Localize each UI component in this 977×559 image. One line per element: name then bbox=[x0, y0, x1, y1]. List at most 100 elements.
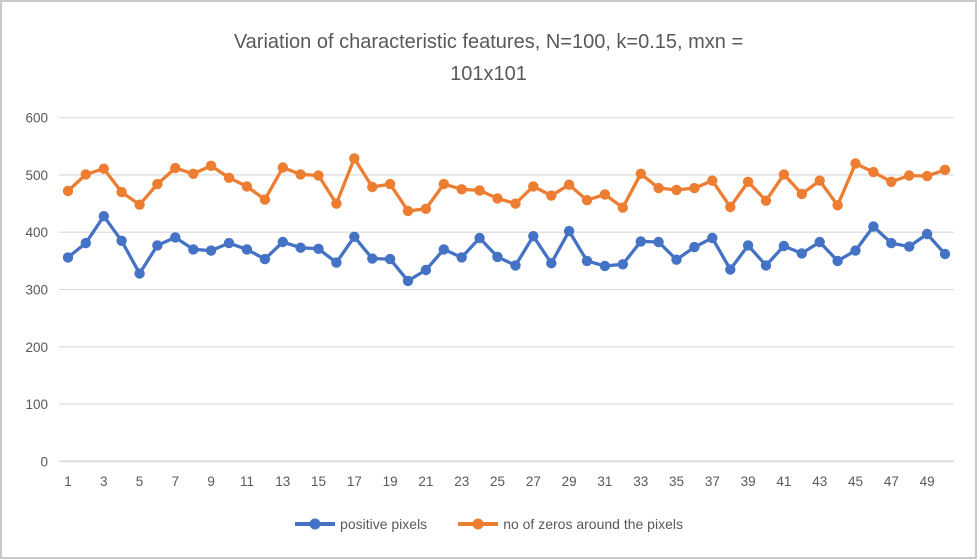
data-point-marker-positive-pixels[interactable] bbox=[313, 243, 324, 254]
data-point-marker-positive-pixels[interactable] bbox=[563, 225, 575, 237]
data-point-marker-positive-pixels[interactable] bbox=[939, 248, 951, 260]
data-point-marker-positive-pixels[interactable] bbox=[528, 231, 539, 242]
data-point-marker-no-of-zeros-around-the-pixels[interactable] bbox=[725, 201, 736, 213]
data-point-marker-no-of-zeros-around-the-pixels[interactable] bbox=[295, 169, 306, 180]
data-point-marker-positive-pixels[interactable] bbox=[80, 237, 92, 249]
data-point-marker-no-of-zeros-around-the-pixels[interactable] bbox=[635, 168, 646, 179]
data-point-marker-no-of-zeros-around-the-pixels[interactable] bbox=[241, 181, 253, 192]
data-point-marker-no-of-zeros-around-the-pixels[interactable] bbox=[581, 195, 593, 206]
data-point-marker-no-of-zeros-around-the-pixels[interactable] bbox=[546, 190, 557, 201]
data-point-marker-no-of-zeros-around-the-pixels[interactable] bbox=[868, 166, 879, 178]
data-point-marker-no-of-zeros-around-the-pixels[interactable] bbox=[98, 163, 110, 174]
data-point-marker-no-of-zeros-around-the-pixels[interactable] bbox=[850, 158, 861, 169]
data-point-marker-no-of-zeros-around-the-pixels[interactable] bbox=[474, 185, 485, 196]
data-point-marker-no-of-zeros-around-the-pixels[interactable] bbox=[939, 164, 951, 175]
data-point-marker-positive-pixels[interactable] bbox=[205, 245, 217, 256]
data-point-marker-positive-pixels[interactable] bbox=[367, 253, 378, 264]
series-line-no-of-zeros-around-the-pixels[interactable] bbox=[66, 156, 947, 213]
data-point-marker-no-of-zeros-around-the-pixels[interactable] bbox=[205, 160, 217, 171]
data-point-marker-positive-pixels[interactable] bbox=[62, 252, 74, 263]
data-point-marker-positive-pixels[interactable] bbox=[599, 260, 611, 272]
data-point-marker-no-of-zeros-around-the-pixels[interactable] bbox=[886, 176, 897, 187]
data-point-marker-positive-pixels[interactable] bbox=[188, 244, 199, 255]
data-point-marker-positive-pixels[interactable] bbox=[456, 252, 467, 263]
data-point-marker-no-of-zeros-around-the-pixels[interactable] bbox=[528, 181, 539, 192]
data-point-marker-no-of-zeros-around-the-pixels[interactable] bbox=[904, 170, 915, 181]
data-point-marker-no-of-zeros-around-the-pixels[interactable] bbox=[367, 181, 378, 193]
data-point-marker-positive-pixels[interactable] bbox=[116, 235, 127, 246]
data-point-marker-positive-pixels[interactable] bbox=[760, 260, 772, 271]
data-point-marker-no-of-zeros-around-the-pixels[interactable] bbox=[188, 168, 199, 179]
data-point-marker-positive-pixels[interactable] bbox=[796, 248, 807, 259]
data-point-marker-positive-pixels[interactable] bbox=[492, 251, 503, 263]
data-point-marker-positive-pixels[interactable] bbox=[170, 232, 181, 243]
data-point-marker-positive-pixels[interactable] bbox=[295, 242, 306, 253]
data-point-marker-no-of-zeros-around-the-pixels[interactable] bbox=[438, 178, 449, 190]
data-point-marker-positive-pixels[interactable] bbox=[438, 244, 449, 255]
data-point-marker-positive-pixels[interactable] bbox=[689, 241, 700, 253]
data-point-marker-positive-pixels[interactable] bbox=[778, 240, 790, 252]
data-point-marker-positive-pixels[interactable] bbox=[349, 231, 360, 242]
data-point-marker-positive-pixels[interactable] bbox=[510, 260, 521, 271]
data-point-marker-no-of-zeros-around-the-pixels[interactable] bbox=[349, 153, 360, 164]
data-point-marker-no-of-zeros-around-the-pixels[interactable] bbox=[814, 175, 825, 186]
data-point-marker-positive-pixels[interactable] bbox=[134, 268, 145, 279]
data-point-marker-no-of-zeros-around-the-pixels[interactable] bbox=[492, 193, 503, 204]
data-point-marker-no-of-zeros-around-the-pixels[interactable] bbox=[134, 199, 145, 210]
data-point-marker-positive-pixels[interactable] bbox=[474, 232, 485, 244]
data-point-marker-no-of-zeros-around-the-pixels[interactable] bbox=[420, 203, 432, 214]
data-point-marker-no-of-zeros-around-the-pixels[interactable] bbox=[384, 178, 396, 190]
data-point-marker-no-of-zeros-around-the-pixels[interactable] bbox=[152, 178, 163, 190]
data-point-marker-no-of-zeros-around-the-pixels[interactable] bbox=[671, 184, 682, 196]
legend-item-1[interactable]: no of zeros around the pixels bbox=[457, 516, 683, 532]
data-point-marker-positive-pixels[interactable] bbox=[886, 237, 897, 249]
data-point-marker-no-of-zeros-around-the-pixels[interactable] bbox=[80, 169, 92, 180]
data-point-marker-positive-pixels[interactable] bbox=[921, 228, 933, 240]
data-point-marker-positive-pixels[interactable] bbox=[223, 237, 235, 249]
data-point-marker-positive-pixels[interactable] bbox=[581, 255, 593, 267]
data-point-marker-no-of-zeros-around-the-pixels[interactable] bbox=[331, 198, 342, 209]
data-point-marker-no-of-zeros-around-the-pixels[interactable] bbox=[510, 198, 521, 209]
data-point-marker-positive-pixels[interactable] bbox=[868, 221, 879, 232]
data-point-marker-no-of-zeros-around-the-pixels[interactable] bbox=[456, 184, 467, 195]
data-point-marker-no-of-zeros-around-the-pixels[interactable] bbox=[170, 162, 181, 174]
data-point-marker-no-of-zeros-around-the-pixels[interactable] bbox=[62, 185, 74, 197]
data-point-marker-positive-pixels[interactable] bbox=[277, 236, 288, 248]
data-point-marker-positive-pixels[interactable] bbox=[671, 254, 682, 265]
data-point-marker-positive-pixels[interactable] bbox=[742, 240, 754, 251]
data-point-marker-positive-pixels[interactable] bbox=[814, 236, 825, 248]
data-point-marker-positive-pixels[interactable] bbox=[384, 253, 396, 265]
data-point-marker-positive-pixels[interactable] bbox=[832, 255, 843, 267]
data-point-marker-positive-pixels[interactable] bbox=[331, 257, 342, 268]
legend-item-0[interactable]: positive pixels bbox=[294, 516, 427, 532]
data-point-marker-no-of-zeros-around-the-pixels[interactable] bbox=[259, 194, 271, 205]
data-point-marker-no-of-zeros-around-the-pixels[interactable] bbox=[921, 170, 933, 182]
data-point-marker-no-of-zeros-around-the-pixels[interactable] bbox=[599, 189, 611, 200]
data-point-marker-no-of-zeros-around-the-pixels[interactable] bbox=[742, 176, 754, 187]
data-point-marker-no-of-zeros-around-the-pixels[interactable] bbox=[116, 186, 127, 198]
data-point-marker-positive-pixels[interactable] bbox=[850, 245, 861, 256]
data-point-marker-no-of-zeros-around-the-pixels[interactable] bbox=[760, 195, 772, 206]
data-point-marker-no-of-zeros-around-the-pixels[interactable] bbox=[617, 202, 628, 213]
data-point-marker-no-of-zeros-around-the-pixels[interactable] bbox=[778, 169, 790, 180]
data-point-marker-positive-pixels[interactable] bbox=[259, 253, 271, 265]
data-point-marker-positive-pixels[interactable] bbox=[241, 244, 253, 255]
data-point-marker-no-of-zeros-around-the-pixels[interactable] bbox=[707, 175, 718, 186]
data-point-marker-no-of-zeros-around-the-pixels[interactable] bbox=[402, 205, 414, 217]
series-line-positive-pixels[interactable] bbox=[66, 214, 947, 283]
data-point-marker-no-of-zeros-around-the-pixels[interactable] bbox=[796, 188, 807, 200]
data-point-marker-positive-pixels[interactable] bbox=[546, 258, 557, 269]
data-point-marker-positive-pixels[interactable] bbox=[420, 264, 432, 276]
data-point-marker-no-of-zeros-around-the-pixels[interactable] bbox=[223, 172, 235, 183]
data-point-marker-positive-pixels[interactable] bbox=[707, 232, 718, 244]
data-point-marker-positive-pixels[interactable] bbox=[152, 240, 163, 251]
data-point-marker-no-of-zeros-around-the-pixels[interactable] bbox=[689, 182, 700, 194]
data-point-marker-positive-pixels[interactable] bbox=[653, 236, 664, 248]
data-point-marker-positive-pixels[interactable] bbox=[98, 211, 110, 222]
data-point-marker-no-of-zeros-around-the-pixels[interactable] bbox=[832, 200, 843, 211]
data-point-marker-positive-pixels[interactable] bbox=[617, 259, 628, 270]
data-point-marker-no-of-zeros-around-the-pixels[interactable] bbox=[653, 182, 664, 194]
data-point-marker-no-of-zeros-around-the-pixels[interactable] bbox=[313, 170, 324, 181]
data-point-marker-positive-pixels[interactable] bbox=[635, 236, 646, 247]
data-point-marker-positive-pixels[interactable] bbox=[904, 241, 915, 252]
